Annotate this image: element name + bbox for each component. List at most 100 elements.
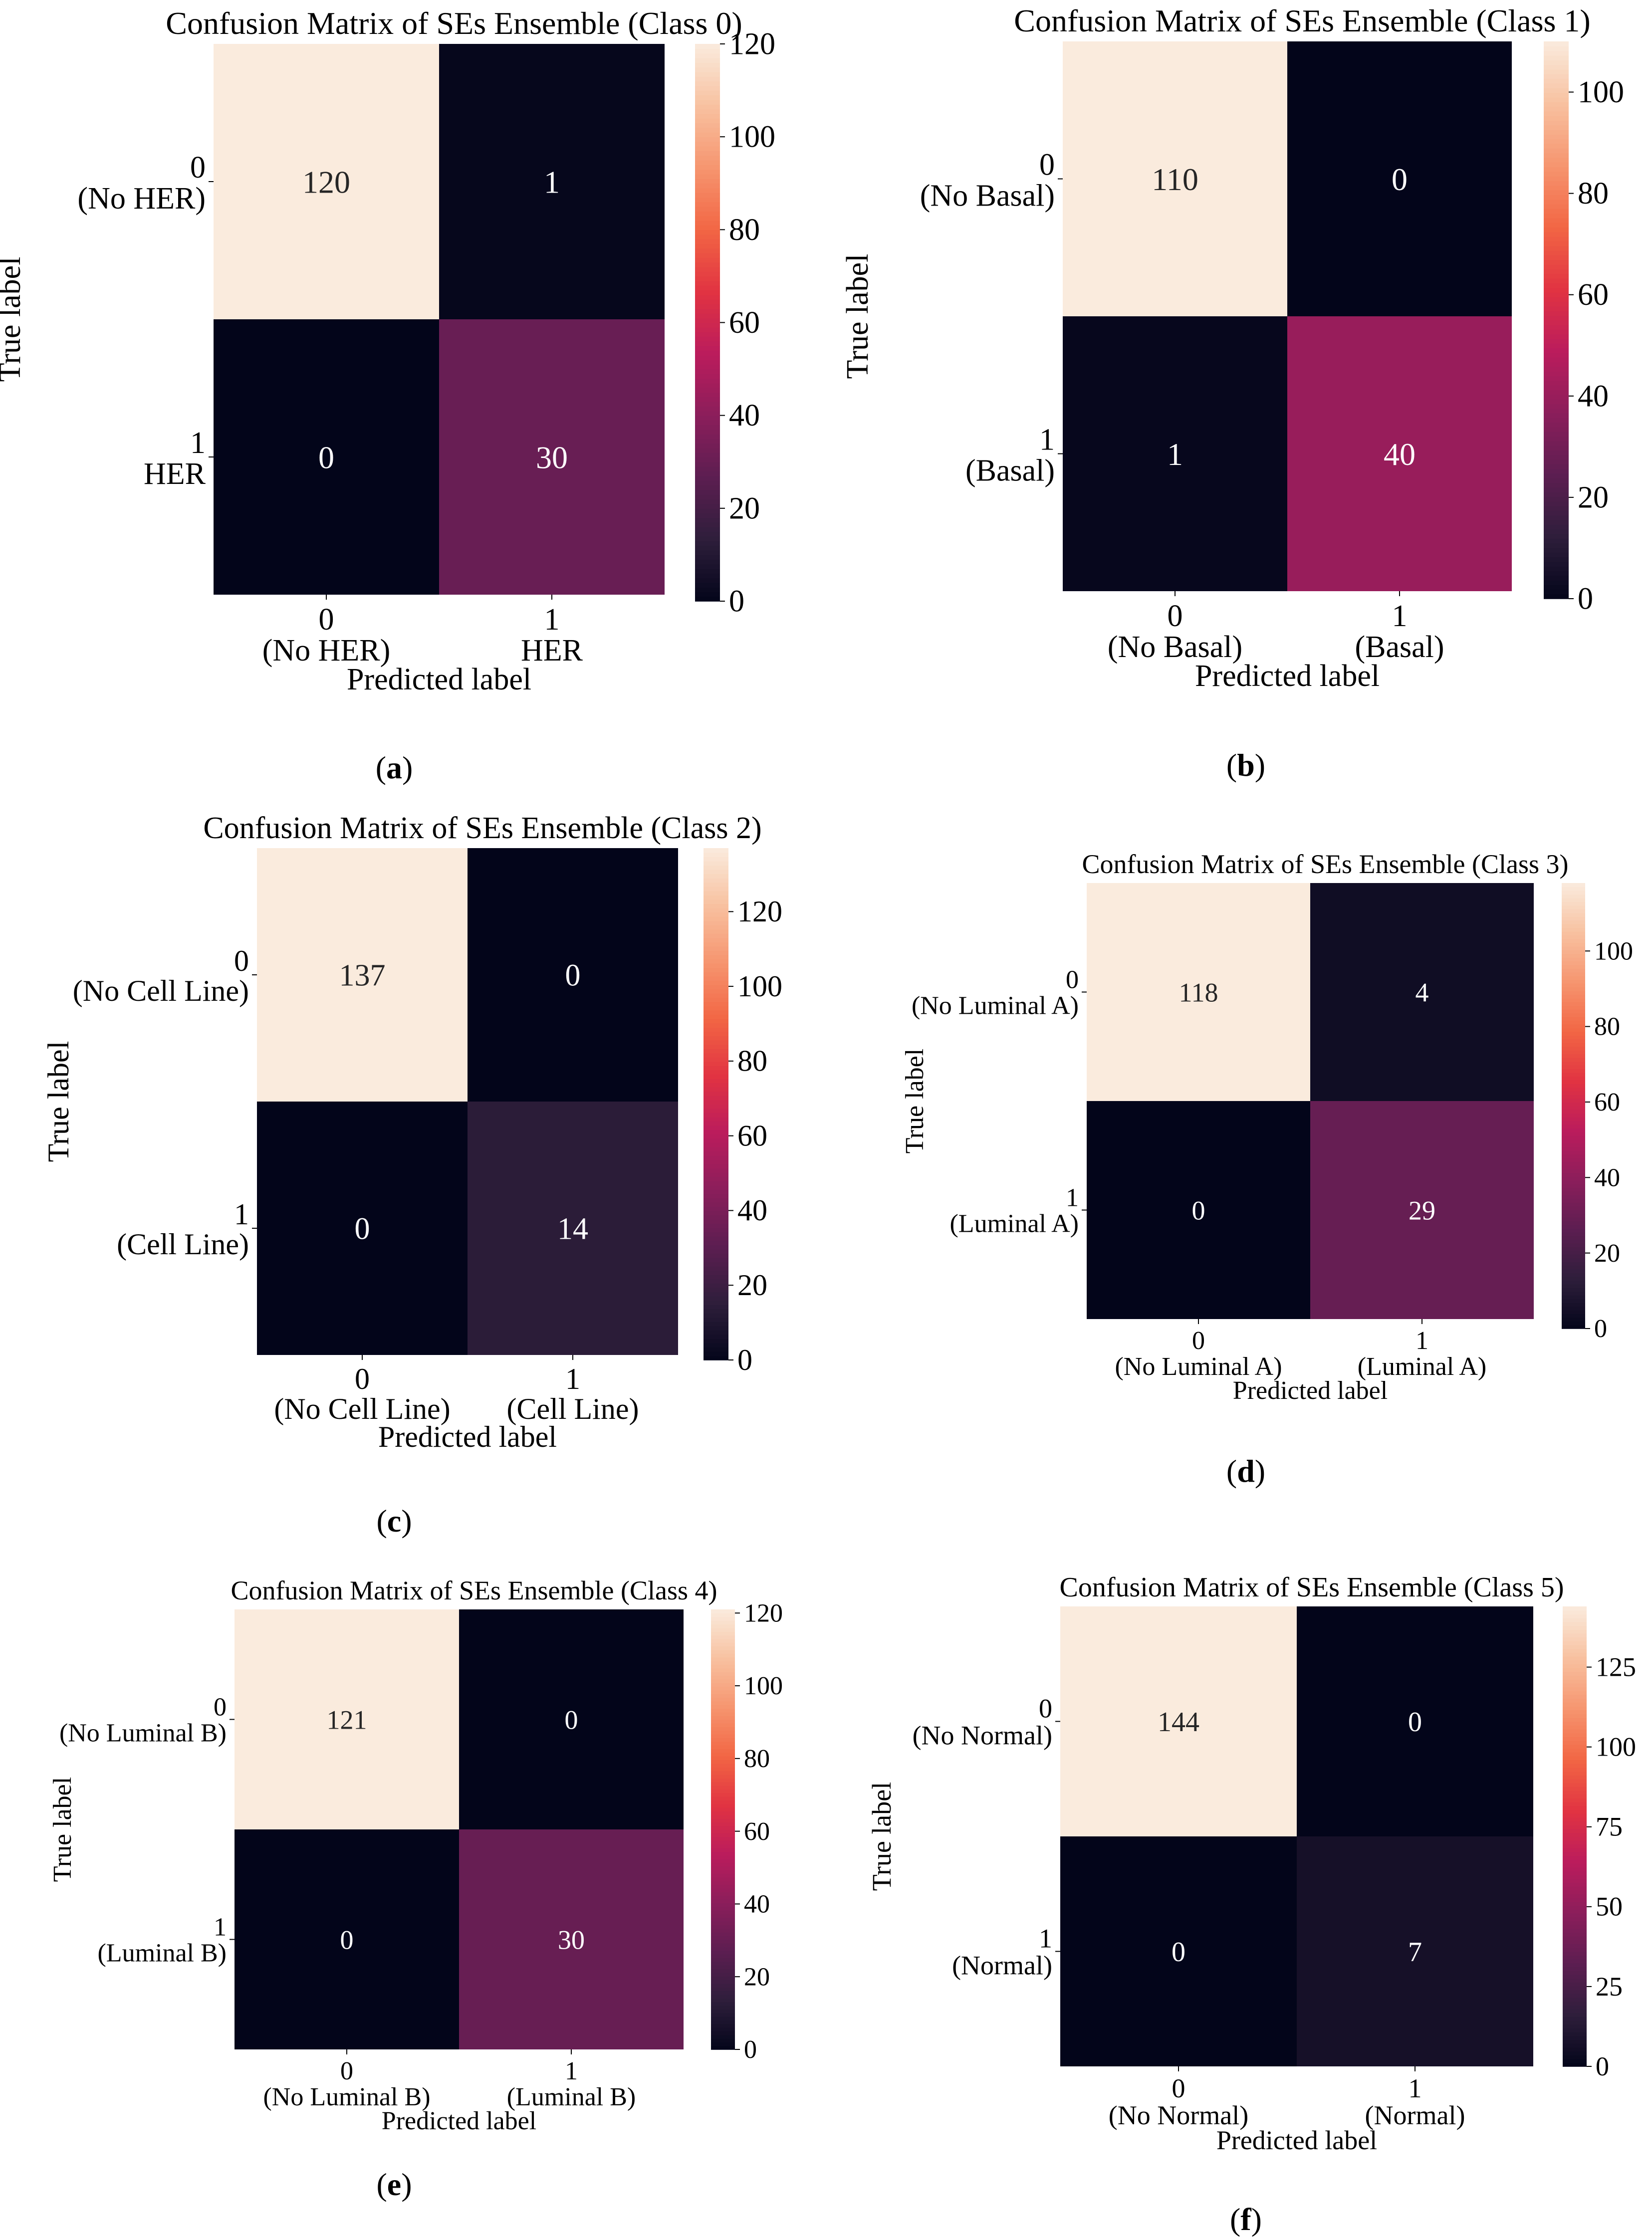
colorbar-segment (704, 1048, 728, 1054)
colorbar-segment (711, 1851, 735, 1856)
heatmap-cell (468, 1102, 678, 1355)
colorbar-segment (695, 90, 720, 96)
colorbar-segment (711, 1697, 735, 1702)
colorbar-segment (1544, 431, 1569, 437)
cell-value-label: 0 (1172, 1937, 1185, 1968)
colorbar-segment (1544, 454, 1569, 460)
colorbar-segment (704, 967, 728, 972)
heatmap-cell (1063, 316, 1287, 591)
colorbar-segment (704, 1006, 728, 1011)
colorbar-segment (1544, 404, 1569, 409)
colorbar-segment (1562, 912, 1585, 917)
colorbar-segment (1544, 310, 1569, 316)
colorbar-segment (1544, 236, 1569, 242)
colorbar-segment (711, 1836, 735, 1841)
colorbar-segment (1562, 1306, 1585, 1311)
colorbar-segment (1544, 139, 1569, 144)
colorbar-segment (704, 1257, 728, 1263)
x-axis-label: Predicted label (382, 2107, 536, 2135)
colorbar-segment (695, 545, 720, 551)
cell-value-label: 1 (544, 164, 560, 200)
heatmap-cell (1297, 1606, 1533, 1836)
colorbar-segment (1563, 2043, 1587, 2048)
colorbar-segment (695, 178, 720, 184)
x-tick-label: 1 (565, 1362, 580, 1395)
colorbar-segment (1562, 909, 1585, 913)
colorbar-segment (695, 452, 720, 458)
colorbar-segment (695, 364, 720, 370)
colorbar-segment (711, 2038, 735, 2043)
colorbar-segment (704, 903, 728, 908)
panel-label: (a) (376, 750, 413, 785)
colorbar-segment (1563, 1675, 1587, 1680)
colorbar-segment (1544, 459, 1569, 464)
colorbar-segment (1544, 464, 1569, 469)
panel-label: (d) (1226, 1453, 1265, 1489)
colorbar-segment (711, 1653, 735, 1658)
colorbar-segment (704, 1040, 728, 1045)
colorbar-segment (1544, 436, 1569, 442)
colorbar-segment (1562, 998, 1585, 1002)
colorbar-segment (704, 1236, 728, 1241)
colorbar-segment (1562, 1150, 1585, 1155)
colorbar-segment (704, 1031, 728, 1036)
y-tick-label: (No Normal) (913, 1721, 1052, 1751)
colorbar-segment (1562, 1169, 1585, 1173)
colorbar-segment (695, 202, 720, 207)
colorbar-segment (1562, 938, 1585, 943)
colorbar-segment (704, 1108, 728, 1113)
colorbar-segment (1562, 1054, 1585, 1058)
colorbar-segment (704, 1215, 728, 1220)
colorbar-segment (1544, 283, 1569, 288)
colorbar-segment (1563, 1809, 1587, 1814)
colorbar-segment (711, 1991, 735, 1995)
colorbar-tick-label: 0 (737, 1344, 752, 1376)
colorbar-segment (1563, 1917, 1587, 1921)
colorbar-segment (1562, 931, 1585, 935)
colorbar-segment (711, 1708, 735, 1713)
colorbar-segment (1562, 942, 1585, 947)
colorbar-segment (711, 1903, 735, 1907)
colorbar-segment (704, 1287, 728, 1292)
colorbar-tick-label: 120 (744, 1599, 783, 1627)
colorbar-segment (704, 1210, 728, 1216)
colorbar-segment (695, 308, 720, 314)
colorbar-segment (1563, 1744, 1587, 1749)
colorbar-segment (711, 1833, 735, 1837)
x-tick-label: (No Luminal A) (1115, 1352, 1282, 1381)
colorbar-segment (695, 257, 720, 263)
colorbar-segment (704, 1070, 728, 1075)
colorbar-segment (711, 1668, 735, 1672)
chart-panel-5: Confusion Matrix of SEs Ensemble (Class … (48, 1575, 783, 2202)
colorbar-segment (1562, 1039, 1585, 1043)
colorbar-segment (711, 2009, 735, 2014)
colorbar-segment (1563, 1859, 1587, 1864)
colorbar-segment (695, 596, 720, 602)
colorbar-segment (711, 1785, 735, 1790)
colorbar-segment (695, 192, 720, 198)
colorbar-segment (1562, 1124, 1585, 1128)
heatmap-cell (1087, 1101, 1310, 1319)
colorbar-segment (695, 346, 720, 351)
colorbar-segment (1544, 195, 1569, 200)
colorbar-segment (711, 1745, 735, 1750)
colorbar-segment (1544, 148, 1569, 154)
colorbar-segment (704, 1061, 728, 1066)
colorbar-segment (704, 1322, 728, 1327)
colorbar-segment (1562, 1269, 1585, 1274)
colorbar-segment (1563, 2051, 1587, 2055)
y-tick-label: (No Basal) (920, 179, 1055, 213)
colorbar-segment (711, 1738, 735, 1742)
colorbar-segment (1544, 287, 1569, 293)
colorbar-segment (695, 99, 720, 105)
colorbar-tick-label: 20 (744, 1963, 770, 1991)
colorbar-segment (1544, 41, 1569, 47)
colorbar-segment (1562, 1057, 1585, 1062)
colorbar-segment (711, 1818, 735, 1823)
heatmap-cell (439, 44, 665, 319)
colorbar-segment (704, 1095, 728, 1101)
heatmap-cell (1310, 1101, 1534, 1319)
colorbar-segment (1562, 972, 1585, 976)
colorbar-segment (1563, 1610, 1587, 1615)
colorbar-segment (1562, 1280, 1585, 1285)
